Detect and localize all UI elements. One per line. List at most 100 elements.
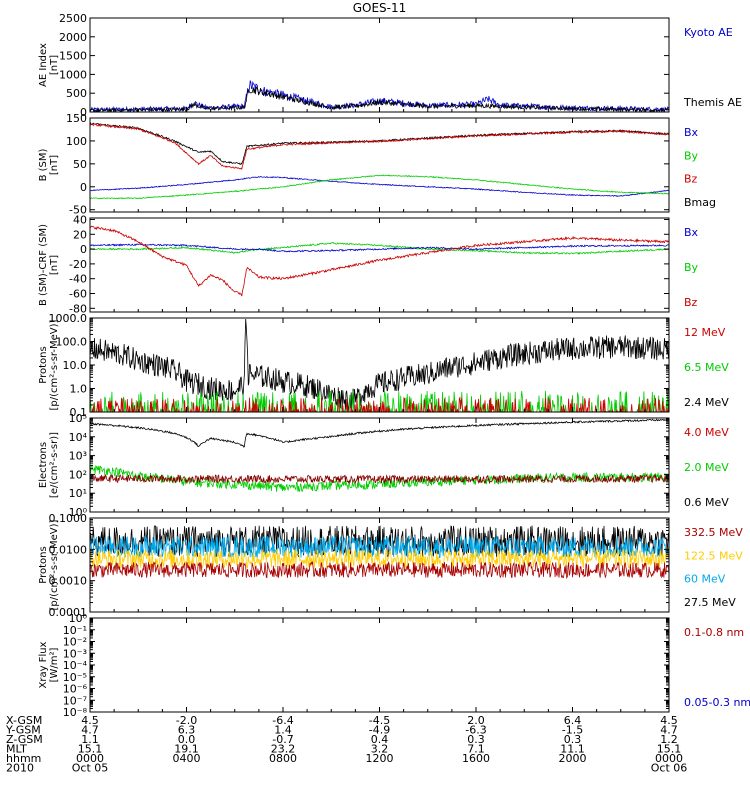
footer-value: 4.5 [660,714,678,727]
series-group [90,318,669,412]
footer-value: -6.3 [465,724,486,737]
y-tick-label: 10² [69,468,87,481]
y-tick-label: 150 [66,112,87,125]
y-tick-label: 10⁰ [69,506,88,519]
footer-value: 1200 [366,752,394,765]
footer-value: -0.7 [272,733,293,746]
footer-value: 1.1 [81,733,99,746]
y-tick-label: 10⁻⁶ [63,683,88,696]
footer-value: Oct 06 [651,762,688,775]
y-tick-label: 100 [66,135,87,148]
legend-entry: 332.5 MeV [684,526,743,539]
footer-value: Oct 05 [72,762,109,775]
footer-value: 2.0 [467,714,485,727]
footer-value: 1600 [462,752,490,765]
y-tick-label: 0.0100 [49,543,88,556]
footer-value: 19.1 [174,743,199,756]
legend-entry: Bz [684,173,698,186]
legend-entry: 2.0 MeV [684,461,729,474]
footer-value: -1.5 [562,724,583,737]
y-tick-label: 10⁻⁴ [63,659,88,672]
legend-entry: By [684,149,699,162]
series-line-kyoto-ae [90,80,669,112]
panel-frame [89,217,670,313]
footer-value: 15.1 [78,743,103,756]
footer-value: 0.3 [564,733,582,746]
panel-ae: 0 500 1000 1500 2000 2500 AE Index [nT] Kyoto AE… [38,12,742,119]
y-tick-label: 0.1 [70,406,88,419]
series-line-bx [90,243,669,253]
series-line-332-5-mev [90,560,669,580]
footer-value: 0000 [655,752,683,765]
y-tick-label: 0.1000 [49,512,88,525]
y-axis-label: Protons [38,546,49,583]
legend-entry: Themis AE [683,96,742,109]
footer-value: 7.1 [467,743,485,756]
y-tick-label: 0 [80,243,87,256]
y-tick-label: 0 [80,106,87,119]
y-tick-label: -60 [69,287,87,300]
footer-value: 6.4 [564,714,582,727]
legend-entry: 27.5 MeV [684,596,736,609]
y-tick-label: 10⁵ [69,412,87,425]
y-tick-label: -80 [69,302,87,315]
series-line-bz [90,123,669,171]
series-line-bz [90,225,669,297]
y-tick-label: 500 [66,87,87,100]
y-tick-label: 2000 [59,31,87,44]
footer-value: 0400 [173,752,201,765]
legend-entry: 12 MeV [684,326,726,339]
footer-value: 0800 [269,752,297,765]
y-tick-label: 10⁴ [69,431,88,444]
footer-value: -2.0 [176,714,197,727]
legend-entry: By [684,261,699,274]
footer-value: 6.3 [178,724,196,737]
series-group [90,225,669,297]
y-tick-label: 10¹ [69,487,87,500]
y-tick-label: 10⁻³ [63,647,87,660]
y-axis-label: Protons [38,346,49,383]
legend-entry: 60 MeV [684,573,726,586]
time-axis-footer: X-GSM 4.5 -2.0 -6.4 -4.5 2.0 6.4 4.5 Y-GSM 4.7 6.3… [5,714,687,775]
series-line-0-6-mev [90,418,669,448]
y-axis-label: [nT] [49,55,60,75]
legend-entry: Bx [684,226,699,239]
footer-value: 0000 [76,752,104,765]
footer-value: 0.4 [371,733,389,746]
y-axis-label: [nT] [49,255,60,275]
y-tick-label: 0.0001 [49,606,88,619]
legend-entry: 6.5 MeV [684,361,729,374]
y-tick-label: 2500 [59,12,87,25]
footer-value: -4.5 [369,714,390,727]
y-tick-label: 100.0 [56,336,88,349]
y-tick-label: 10⁻² [63,636,87,649]
y-axis-label: [p/(cm²-s-sr-MeV)] [49,319,60,410]
y-axis-label: B (SM) [38,148,49,181]
footer-row-label: Z-GSM [6,733,43,746]
footer-row-label: hhmm [6,752,41,765]
panel-bsm: -50 0 50 100 150 B (SM) [nT] Bx By Bz Bmag [38,112,716,217]
y-axis-label: [nT] [49,155,60,175]
series-group [90,418,669,493]
series-line-2-0-mev [90,463,669,493]
footer-value: 1.4 [274,724,292,737]
panel-bresid: -80 -60-40 -20 0 20 40 B (SM)-CRF (SM) [nT] Bx By… [38,213,699,315]
series-line-60-mev [90,535,669,559]
footer-value: 23.2 [271,743,296,756]
series-group [90,525,669,580]
legend-entry: 0.1-0.8 nm [684,626,744,639]
panel-protons_lo: 0.1 1.0 10.0 100.0 1000.0 Protons [p/(cm²-s-sr… [38,312,729,419]
legend-entry: 4.0 MeV [684,426,729,439]
y-tick-label: 10³ [69,450,87,463]
y-tick-label: 1000 [59,68,87,81]
panel-frame [89,17,670,113]
footer-row-label: X-GSM [6,714,42,727]
y-tick-label: 20 [73,228,87,241]
footer-value: 4.7 [81,724,99,737]
series-line-by [90,174,669,200]
series-line-by [90,242,669,255]
footer-value: 11.1 [560,743,585,756]
panel-frame [89,417,670,513]
footer-value: 15.1 [657,743,682,756]
